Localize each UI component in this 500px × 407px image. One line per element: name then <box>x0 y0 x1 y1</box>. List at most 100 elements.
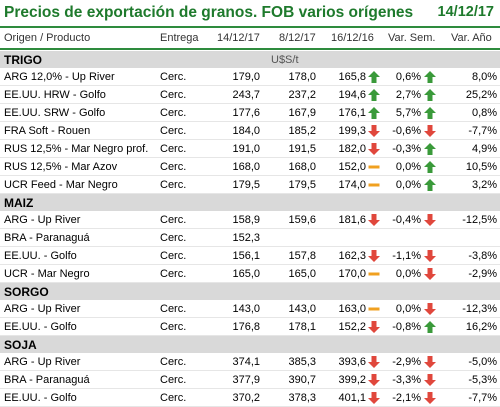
down-arrow-icon <box>366 370 382 389</box>
price-week-ago-cell: 178,0 <box>260 68 316 86</box>
yearly-change-cell: 25,2% <box>438 85 500 104</box>
delivery-cell: Cerc. <box>158 103 210 122</box>
weekly-change-cell: 0,0% <box>382 264 421 283</box>
price-year-ago-cell: 182,0 <box>316 139 366 158</box>
down-arrow-icon <box>368 142 380 155</box>
price-current-cell: 143,0 <box>210 300 260 318</box>
price-week-ago-cell: 237,2 <box>260 85 316 104</box>
down-arrow-icon <box>421 121 438 140</box>
price-year-ago-cell: 152,2 <box>316 317 366 336</box>
delivery-cell: Cerc. <box>158 370 210 389</box>
up-arrow-icon <box>366 103 382 122</box>
col-header-weekly: Var. Sem. <box>388 32 436 44</box>
price-year-ago-cell: 165,8 <box>316 68 366 86</box>
price-current-cell: 179,0 <box>210 68 260 86</box>
price-week-ago-cell: 378,3 <box>260 388 316 407</box>
weekly-change-cell: -0,4% <box>382 211 421 229</box>
price-current-cell: 374,1 <box>210 353 260 371</box>
down-arrow-icon <box>366 353 382 371</box>
price-current-cell: 179,5 <box>210 175 260 194</box>
table-row: UCR - Mar Negro Cerc. 165,0 165,0 170,0 0,0% -… <box>0 264 500 283</box>
up-arrow-icon <box>423 88 436 101</box>
product-cell: ARG - Up River <box>0 300 158 318</box>
price-current-cell: 370,2 <box>210 388 260 407</box>
product-cell: EE.UU. SRW - Golfo <box>0 103 158 122</box>
price-current-cell: 165,0 <box>210 264 260 283</box>
down-arrow-icon <box>423 124 436 137</box>
section-header: SOJA <box>0 335 500 353</box>
weekly-change-cell: -3,3% <box>382 370 421 389</box>
down-arrow-icon <box>423 355 436 368</box>
price-current-cell: 158,9 <box>210 211 260 229</box>
price-week-ago-cell: 143,0 <box>260 300 316 318</box>
price-week-ago-cell: 385,3 <box>260 353 316 371</box>
product-cell: BRA - Paranaguá <box>0 370 158 389</box>
yearly-change-cell: 0,8% <box>438 103 500 122</box>
section-name: SOJA <box>0 335 260 353</box>
yearly-change-cell: -12,5% <box>438 211 500 229</box>
weekly-change-cell: -2,1% <box>382 388 421 407</box>
up-arrow-icon <box>421 68 438 86</box>
price-week-ago-cell: 390,7 <box>260 370 316 389</box>
page-title: Precios de exportación de granos. FOB va… <box>4 4 414 21</box>
price-year-ago-cell: 181,6 <box>316 211 366 229</box>
price-year-ago-cell: 163,0 <box>316 300 366 318</box>
up-arrow-icon <box>421 157 438 176</box>
product-cell: UCR - Mar Negro <box>0 264 158 283</box>
title-divider <box>0 26 500 28</box>
section-unit <box>260 282 500 300</box>
product-cell: EE.UU. - Golfo <box>0 317 158 336</box>
yearly-change-cell: -7,7% <box>438 388 500 407</box>
price-week-ago-cell: 191,5 <box>260 139 316 158</box>
down-arrow-icon <box>423 373 436 386</box>
section-unit <box>260 193 500 211</box>
price-year-ago-cell: 199,3 <box>316 121 366 140</box>
up-arrow-icon <box>423 142 436 155</box>
price-current-cell: 168,0 <box>210 157 260 176</box>
yearly-change-cell: 8,0% <box>438 68 500 86</box>
down-arrow-icon <box>366 317 382 336</box>
weekly-change-cell: 5,7% <box>382 103 421 122</box>
table-row: ARG - Up River Cerc. 143,0 143,0 163,0 0,0% -1… <box>0 300 500 318</box>
header-divider <box>0 48 500 50</box>
down-arrow-icon <box>366 388 382 407</box>
col-header-delivery: Entrega <box>160 32 199 44</box>
weekly-change-cell: -2,9% <box>382 353 421 371</box>
section-unit: U$S/t <box>260 51 500 68</box>
product-cell: EE.UU. - Golfo <box>0 388 158 407</box>
price-week-ago-cell: 168,0 <box>260 157 316 176</box>
delivery-cell: Cerc. <box>158 353 210 371</box>
weekly-change-cell: 0,0% <box>382 157 421 176</box>
price-week-ago-cell: 159,6 <box>260 211 316 229</box>
flat-arrow-icon <box>366 175 382 194</box>
price-current-cell: 377,9 <box>210 370 260 389</box>
col-header-d3: 16/12/16 <box>331 32 374 44</box>
price-current-cell: 191,0 <box>210 139 260 158</box>
down-arrow-icon <box>423 249 436 262</box>
column-header-row: Origen / Producto Entrega 14/12/17 8/12/… <box>0 29 500 48</box>
yearly-change-cell: 16,2% <box>438 317 500 336</box>
down-arrow-icon <box>368 320 380 333</box>
down-arrow-icon <box>423 391 436 404</box>
down-arrow-icon <box>368 249 380 262</box>
down-arrow-icon <box>366 211 382 229</box>
flat-arrow-icon <box>368 165 380 169</box>
weekly-change-cell: -0,6% <box>382 121 421 140</box>
product-cell: FRA Soft - Rouen <box>0 121 158 140</box>
weekly-change-cell: 0,6% <box>382 68 421 86</box>
yearly-change-cell: -7,7% <box>438 121 500 140</box>
up-arrow-icon <box>366 68 382 86</box>
delivery-cell: Cerc. <box>158 85 210 104</box>
yearly-change-cell: -5,3% <box>438 370 500 389</box>
weekly-change-cell: -0,8% <box>382 317 421 336</box>
down-arrow-icon <box>368 373 380 386</box>
up-arrow-icon <box>423 320 436 333</box>
section-name: SORGO <box>0 282 260 300</box>
down-arrow-icon <box>423 267 436 280</box>
down-arrow-icon <box>368 355 380 368</box>
price-week-ago-cell <box>260 228 316 247</box>
price-week-ago-cell: 179,5 <box>260 175 316 194</box>
weekly-change-cell: 0,0% <box>382 175 421 194</box>
table-row: RUS 12,5% - Mar Negro prof. Cerc. 191,0 191… <box>0 139 500 158</box>
price-current-cell: 176,8 <box>210 317 260 336</box>
